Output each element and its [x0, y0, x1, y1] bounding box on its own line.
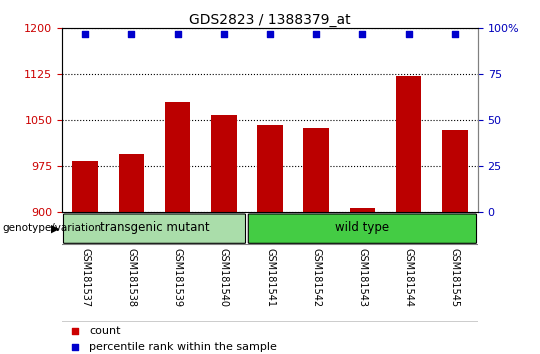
Text: count: count — [89, 326, 120, 336]
Text: wild type: wild type — [335, 221, 389, 234]
Point — [219, 32, 228, 37]
Point — [70, 328, 79, 334]
Text: GSM181545: GSM181545 — [450, 248, 460, 307]
Text: GSM181543: GSM181543 — [357, 248, 367, 307]
Bar — [72, 161, 98, 212]
Text: GSM181538: GSM181538 — [126, 248, 137, 307]
Text: GSM181540: GSM181540 — [219, 248, 229, 307]
Point — [404, 32, 413, 37]
Bar — [211, 115, 237, 212]
Bar — [165, 102, 190, 212]
Bar — [119, 154, 144, 212]
Text: GSM181537: GSM181537 — [80, 248, 90, 307]
Text: GSM181539: GSM181539 — [173, 248, 183, 307]
Point — [70, 344, 79, 350]
Text: transgenic mutant: transgenic mutant — [100, 221, 210, 234]
Point — [81, 32, 90, 37]
Bar — [257, 125, 283, 212]
Point — [450, 32, 459, 37]
Text: GSM181541: GSM181541 — [265, 248, 275, 307]
Text: GSM181544: GSM181544 — [403, 248, 414, 307]
Point — [358, 32, 367, 37]
Text: percentile rank within the sample: percentile rank within the sample — [89, 342, 277, 352]
FancyBboxPatch shape — [64, 214, 246, 243]
Point — [266, 32, 274, 37]
Point — [312, 32, 321, 37]
FancyBboxPatch shape — [248, 214, 476, 243]
Text: GSM181542: GSM181542 — [311, 248, 321, 307]
Bar — [396, 76, 421, 212]
Bar — [350, 208, 375, 212]
Title: GDS2823 / 1388379_at: GDS2823 / 1388379_at — [189, 13, 351, 27]
Text: ▶: ▶ — [51, 223, 59, 233]
Point — [173, 32, 182, 37]
Bar — [442, 130, 468, 212]
Bar — [303, 128, 329, 212]
Text: genotype/variation: genotype/variation — [3, 223, 102, 233]
Point — [127, 32, 136, 37]
